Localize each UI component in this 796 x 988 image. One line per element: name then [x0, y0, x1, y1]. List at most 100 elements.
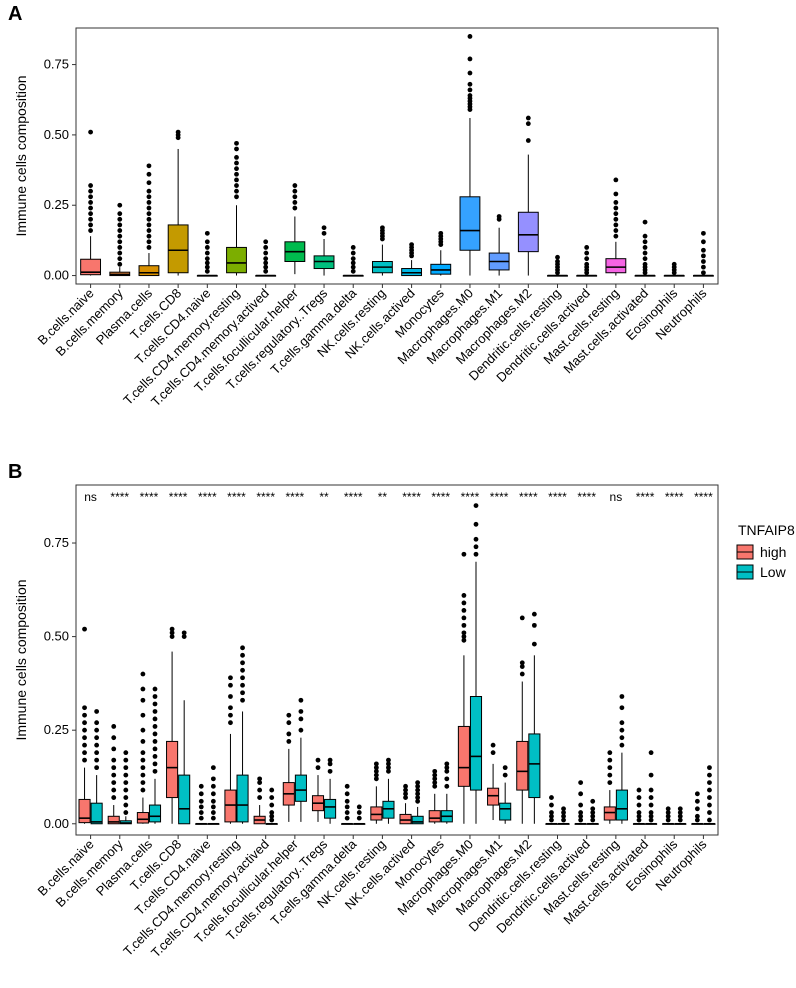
outlier-point	[140, 727, 146, 733]
outlier-point	[240, 645, 245, 651]
panel-b-box-low	[265, 787, 278, 825]
outlier-point	[82, 757, 87, 763]
panel-a-box	[547, 254, 568, 277]
outlier-point	[228, 682, 233, 688]
panel-b-x-axis: B.cells.naiveB.cells.memoryPlasma.cellsT…	[34, 835, 710, 960]
box-iqr	[90, 802, 103, 825]
outlier-point	[146, 180, 152, 186]
panel-a-box	[605, 177, 627, 276]
significance-label: **	[378, 490, 388, 504]
outlier-point	[269, 795, 275, 800]
outlier-point	[344, 783, 350, 789]
panel-b-box-high	[574, 780, 587, 825]
outlier-point	[327, 757, 333, 763]
outlier-point	[82, 735, 87, 741]
outlier-point	[642, 245, 648, 250]
panel-b-box-low	[294, 697, 307, 822]
box-iqr	[399, 813, 412, 825]
panel-b: B Immune cells composition 0.000.250.500…	[8, 461, 795, 960]
outlier-point	[210, 776, 216, 782]
panel-b-box-low	[703, 765, 716, 825]
outlier-point	[415, 787, 421, 793]
outlier-point	[321, 230, 327, 236]
outlier-point	[607, 772, 613, 778]
legend-title: TNFAIP8	[738, 522, 795, 538]
box-iqr	[78, 798, 91, 824]
outlier-point	[234, 171, 239, 177]
outlier-point	[327, 768, 333, 774]
outlier-point	[403, 787, 408, 793]
outlier-point	[198, 798, 204, 804]
outlier-point	[263, 256, 269, 262]
box-iqr	[226, 246, 247, 274]
box-iqr	[487, 787, 500, 806]
outlier-point	[467, 70, 473, 76]
outlier-point	[549, 795, 554, 800]
outlier-point	[707, 817, 712, 823]
outlier-point	[344, 791, 350, 797]
outlier-point	[140, 757, 146, 763]
outlier-point	[561, 806, 566, 812]
outlier-point	[140, 750, 146, 756]
outlier-point	[204, 230, 210, 236]
outlier-point	[198, 810, 204, 815]
outlier-point	[665, 817, 671, 823]
outlier-point	[701, 247, 706, 253]
outlier-point	[240, 697, 245, 703]
panel-b-box-high	[166, 626, 179, 824]
outlier-point	[549, 813, 554, 819]
panel-b-box-high	[195, 783, 208, 825]
outlier-point	[88, 194, 93, 200]
panel-b-box-low	[586, 798, 599, 825]
outlier-point	[701, 270, 706, 276]
outlier-point	[234, 194, 239, 200]
outlier-point	[204, 268, 210, 274]
outlier-point	[619, 735, 625, 741]
outlier-point	[257, 780, 263, 785]
outlier-point	[82, 742, 87, 748]
box-iqr	[615, 789, 628, 821]
outlier-point	[373, 761, 379, 767]
outlier-point	[584, 250, 590, 256]
outlier-point	[590, 817, 596, 823]
outlier-point	[665, 813, 671, 819]
outlier-point	[146, 245, 152, 250]
outlier-point	[525, 138, 531, 143]
outlier-point	[344, 810, 350, 815]
outlier-point	[531, 611, 537, 617]
box-iqr	[605, 258, 627, 274]
box-iqr	[178, 774, 191, 825]
panel-b-box-high	[311, 757, 325, 822]
outlier-point	[123, 787, 129, 793]
outlier-point	[502, 765, 508, 771]
panel-a-box	[167, 129, 189, 276]
panel-b-boxes	[78, 503, 716, 825]
outlier-point	[298, 727, 304, 733]
outlier-point	[146, 171, 152, 177]
outlier-point	[525, 121, 531, 127]
panel-b-box-high	[341, 783, 354, 825]
outlier-point	[152, 753, 158, 759]
outlier-point	[619, 720, 625, 726]
outlier-point	[350, 264, 356, 270]
panel-b-box-high	[136, 671, 149, 824]
outlier-point	[263, 268, 269, 274]
outlier-point	[707, 810, 712, 815]
outlier-point	[228, 694, 233, 699]
significance-label: ****	[402, 490, 421, 504]
outlier-point	[648, 810, 654, 815]
outlier-point	[590, 798, 596, 804]
outlier-point	[519, 615, 525, 621]
significance-label: ****	[198, 490, 217, 504]
outlier-point	[356, 804, 362, 810]
outlier-point	[234, 166, 239, 172]
outlier-point	[123, 802, 129, 808]
panel-b-box-high	[662, 806, 675, 825]
outlier-point	[146, 205, 152, 211]
outlier-point	[117, 202, 123, 208]
panel-a-label: A	[8, 3, 22, 25]
outlier-point	[94, 720, 100, 726]
outlier-point	[648, 802, 654, 808]
outlier-point	[292, 183, 298, 188]
panel-b-box-high	[428, 768, 441, 824]
